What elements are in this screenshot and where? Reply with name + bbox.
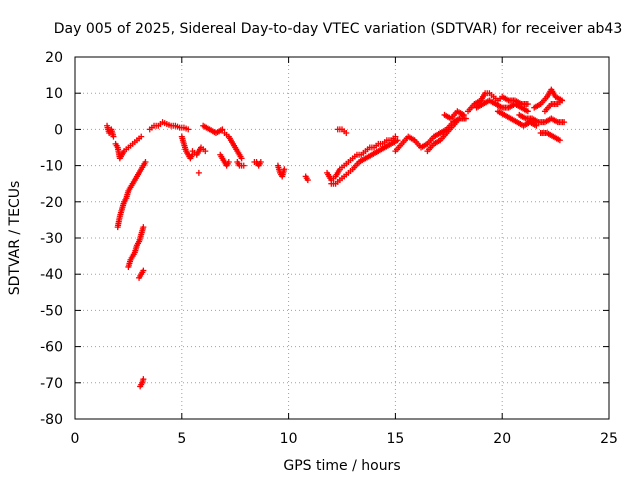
data-point — [524, 108, 531, 115]
y-tick-label: -40 — [40, 267, 63, 283]
y-tick-label: 0 — [54, 122, 63, 138]
data-point — [110, 133, 117, 140]
data-point — [343, 130, 350, 137]
y-tick-label: -10 — [40, 159, 63, 175]
y-tick-label: -20 — [40, 195, 63, 211]
data-point — [238, 155, 245, 162]
data-point — [140, 224, 147, 231]
data-point — [456, 115, 463, 122]
data-point — [524, 101, 531, 108]
data-point — [240, 162, 247, 169]
y-tick-label: -30 — [40, 231, 63, 247]
y-tick-label: -80 — [40, 412, 63, 428]
data-point — [281, 166, 288, 173]
x-tick-label: 25 — [600, 431, 618, 447]
data-point — [304, 177, 311, 184]
data-point — [556, 137, 563, 144]
x-axis-title: GPS time / hours — [283, 458, 400, 474]
x-tick-label: 20 — [493, 431, 511, 447]
data-point — [225, 158, 232, 165]
y-axis-title: SDTVAR / TECUs — [7, 181, 23, 296]
data-point — [394, 137, 401, 144]
data-point — [142, 158, 149, 165]
data-point — [202, 148, 209, 155]
x-tick-label: 15 — [386, 431, 404, 447]
data-point — [138, 133, 145, 140]
data-point — [257, 158, 264, 165]
y-tick-label: -70 — [40, 376, 63, 392]
data-point — [561, 119, 568, 126]
y-tick-label: 20 — [45, 50, 63, 66]
plot-frame — [74, 56, 610, 420]
data-point — [460, 111, 467, 118]
data-markers — [104, 86, 568, 390]
y-tick-label: 10 — [45, 86, 63, 102]
data-point — [219, 126, 226, 133]
x-tick-label: 0 — [71, 431, 80, 447]
data-point — [140, 376, 147, 383]
grid — [75, 57, 609, 419]
data-point — [140, 267, 147, 274]
y-tick-label: -50 — [40, 303, 63, 319]
x-tick-label: 10 — [280, 431, 298, 447]
y-tick-label: -60 — [40, 340, 63, 356]
axis-ticks: 0 5 10 15 20 25 -80 -70 -60 -50 -40 -30 -20 -10 0 10 20 — [40, 50, 618, 447]
x-tick-label: 5 — [177, 431, 186, 447]
data-point — [195, 169, 202, 176]
data-point — [185, 126, 192, 133]
chart-title: Day 005 of 2025, Sidereal Day-to-day VTE… — [54, 21, 623, 37]
data-point — [462, 115, 469, 122]
data-point — [559, 97, 566, 104]
